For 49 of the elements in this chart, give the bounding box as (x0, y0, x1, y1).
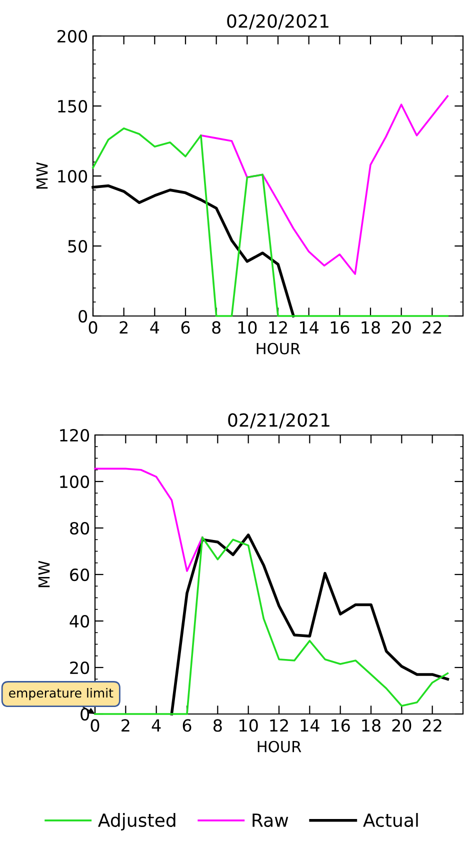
x-tick-label: 16 (330, 321, 350, 334)
x-tick-label: 12 (269, 321, 287, 334)
y-tick-label: 80 (70, 522, 90, 535)
x-tick-label: 4 (150, 321, 160, 334)
x-tick-label: 20 (392, 719, 412, 732)
x-tick-label: 16 (332, 719, 350, 732)
y-tick-label: 100 (60, 475, 90, 488)
x-tick-label: 14 (300, 321, 318, 334)
y-tick-label: 50 (68, 240, 88, 253)
annotation: emperature limit (9, 688, 114, 700)
x-tick-label: 10 (238, 321, 257, 334)
chart-title: 02/21/2021 (228, 413, 330, 428)
line-series (92, 127, 448, 317)
legend-label: Raw (252, 814, 288, 827)
x-tick-label: 18 (362, 719, 380, 732)
x-tick-label: 2 (122, 719, 130, 732)
x-tick-label: 22 (422, 719, 442, 732)
y-axis-title: MW (38, 560, 50, 588)
y-tick-label: 200 (58, 30, 88, 43)
y-tick-label: 150 (58, 100, 88, 113)
x-tick-label: 8 (212, 321, 220, 334)
x-tick-label: 8 (213, 719, 222, 732)
y-tick-label: 40 (70, 614, 90, 628)
x-tick-label: 12 (270, 719, 288, 732)
x-tick-label: 0 (88, 321, 98, 334)
x-tick-label: 14 (300, 719, 320, 732)
x-tick-label: 6 (182, 719, 192, 732)
y-tick-label: 20 (70, 661, 90, 674)
legend-label: Actual (363, 813, 418, 827)
y-axis-title: MW (36, 162, 48, 189)
line-series (200, 95, 448, 275)
line-series (94, 468, 204, 572)
y-tick-label: 100 (58, 170, 88, 183)
line-series (170, 534, 450, 716)
x-tick-label: 20 (392, 321, 411, 334)
x-tick-label: 18 (362, 321, 380, 334)
x-tick-label: 4 (152, 719, 161, 732)
y-tick-label: 0 (78, 310, 88, 323)
y-tick-label: 60 (70, 568, 90, 582)
x-axis-title: HOUR (256, 342, 300, 354)
x-tick-label: 0 (90, 719, 100, 732)
x-tick-label: 6 (181, 321, 190, 334)
legend-label: Adjusted (98, 813, 176, 830)
x-axis-title: HOUR (258, 740, 302, 752)
y-tick-label: 120 (60, 428, 90, 442)
x-tick-label: 2 (120, 321, 128, 334)
x-tick-label: 22 (422, 321, 442, 334)
x-tick-label: 10 (240, 719, 258, 732)
chart-title: 02/20/2021 (227, 14, 328, 30)
